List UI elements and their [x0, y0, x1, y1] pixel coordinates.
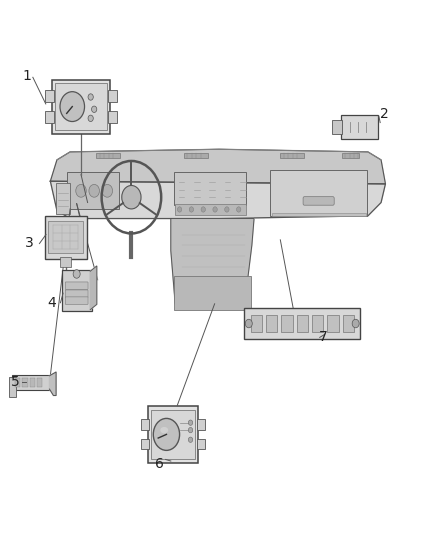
- Circle shape: [188, 420, 193, 425]
- FancyBboxPatch shape: [251, 315, 262, 332]
- Text: 3: 3: [25, 236, 34, 249]
- FancyBboxPatch shape: [342, 153, 359, 158]
- Circle shape: [189, 207, 194, 212]
- Circle shape: [188, 427, 193, 433]
- FancyBboxPatch shape: [15, 378, 20, 387]
- FancyBboxPatch shape: [48, 221, 83, 253]
- Circle shape: [352, 319, 359, 328]
- Circle shape: [92, 106, 97, 112]
- FancyBboxPatch shape: [96, 153, 120, 158]
- FancyBboxPatch shape: [141, 419, 149, 430]
- Text: 6: 6: [155, 457, 163, 471]
- Circle shape: [225, 207, 229, 212]
- Circle shape: [213, 207, 217, 212]
- FancyBboxPatch shape: [108, 90, 117, 102]
- Circle shape: [201, 207, 205, 212]
- Polygon shape: [90, 266, 97, 310]
- FancyBboxPatch shape: [67, 172, 119, 209]
- Circle shape: [245, 319, 252, 328]
- FancyBboxPatch shape: [62, 270, 92, 311]
- FancyBboxPatch shape: [22, 378, 28, 387]
- FancyBboxPatch shape: [266, 315, 277, 332]
- Ellipse shape: [160, 427, 168, 433]
- Text: 5: 5: [11, 375, 20, 389]
- Polygon shape: [49, 372, 56, 395]
- FancyBboxPatch shape: [343, 315, 354, 332]
- Circle shape: [177, 207, 182, 212]
- Circle shape: [76, 184, 86, 197]
- FancyBboxPatch shape: [281, 315, 293, 332]
- FancyBboxPatch shape: [45, 215, 87, 259]
- FancyBboxPatch shape: [12, 375, 50, 390]
- FancyBboxPatch shape: [280, 153, 304, 158]
- FancyBboxPatch shape: [327, 315, 339, 332]
- FancyBboxPatch shape: [312, 315, 323, 332]
- FancyBboxPatch shape: [175, 204, 246, 215]
- Polygon shape: [50, 149, 385, 184]
- FancyBboxPatch shape: [60, 256, 71, 267]
- Circle shape: [73, 270, 80, 278]
- Polygon shape: [50, 181, 385, 219]
- FancyBboxPatch shape: [46, 90, 54, 102]
- FancyBboxPatch shape: [297, 315, 308, 332]
- Circle shape: [122, 185, 141, 209]
- FancyBboxPatch shape: [184, 153, 208, 158]
- FancyBboxPatch shape: [65, 290, 88, 297]
- FancyBboxPatch shape: [141, 439, 149, 449]
- FancyBboxPatch shape: [272, 213, 366, 216]
- FancyBboxPatch shape: [332, 120, 342, 134]
- FancyBboxPatch shape: [303, 197, 334, 205]
- FancyBboxPatch shape: [341, 115, 378, 139]
- FancyBboxPatch shape: [270, 170, 367, 216]
- Circle shape: [88, 94, 93, 100]
- FancyBboxPatch shape: [174, 172, 246, 205]
- FancyBboxPatch shape: [174, 276, 251, 310]
- Text: 2: 2: [380, 107, 389, 121]
- FancyBboxPatch shape: [108, 111, 117, 123]
- Polygon shape: [171, 219, 254, 309]
- FancyBboxPatch shape: [46, 111, 54, 123]
- Circle shape: [89, 184, 99, 197]
- FancyBboxPatch shape: [65, 282, 88, 289]
- FancyBboxPatch shape: [53, 79, 110, 133]
- FancyBboxPatch shape: [244, 308, 360, 339]
- Circle shape: [188, 437, 193, 442]
- FancyBboxPatch shape: [148, 406, 198, 463]
- FancyBboxPatch shape: [197, 439, 205, 449]
- Text: 7: 7: [319, 330, 328, 344]
- FancyBboxPatch shape: [151, 410, 195, 459]
- Circle shape: [88, 115, 93, 122]
- FancyBboxPatch shape: [197, 419, 205, 430]
- FancyBboxPatch shape: [9, 377, 16, 397]
- Circle shape: [237, 207, 241, 212]
- FancyBboxPatch shape: [65, 297, 88, 304]
- Circle shape: [60, 92, 85, 122]
- FancyBboxPatch shape: [55, 83, 106, 130]
- Text: 1: 1: [23, 69, 32, 83]
- Circle shape: [102, 184, 113, 197]
- FancyBboxPatch shape: [56, 183, 70, 214]
- FancyBboxPatch shape: [30, 378, 35, 387]
- FancyBboxPatch shape: [37, 378, 42, 387]
- Circle shape: [153, 418, 180, 450]
- Text: 4: 4: [47, 296, 56, 310]
